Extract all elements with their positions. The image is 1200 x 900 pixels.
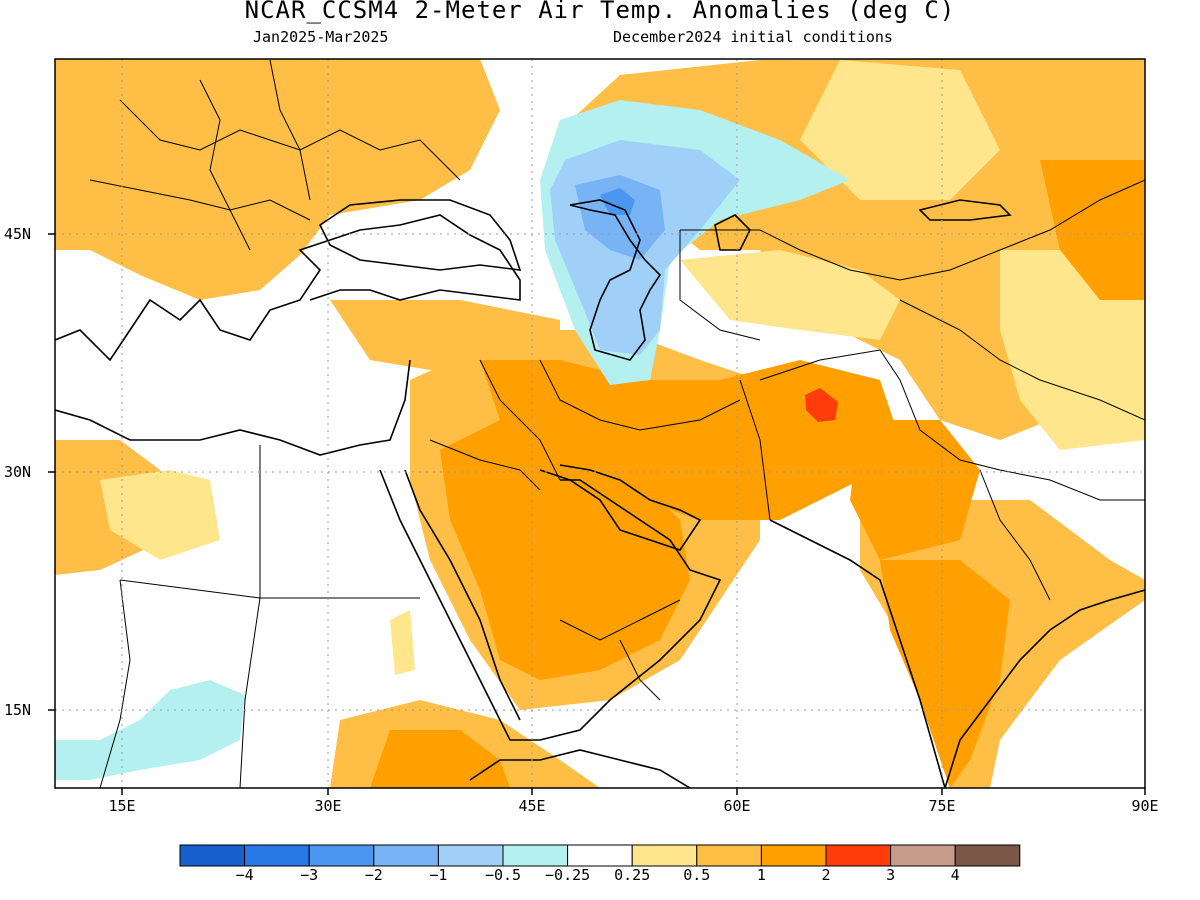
x-tick-label: 75E [928, 797, 956, 815]
colorbar-swatch [696, 844, 762, 867]
central-asia-mild-region [680, 250, 900, 340]
colorbar [179, 844, 1021, 867]
colorbar-swatch [437, 844, 504, 867]
colorbar-swatch [954, 844, 1021, 867]
north-africa-mild-region [100, 470, 220, 560]
colorbar-swatch [890, 844, 956, 867]
colorbar-label: 3 [886, 866, 896, 884]
east-africa-cold-region [55, 680, 245, 780]
colorbar-label: 4 [950, 866, 960, 884]
afghanistan-max-anomaly [805, 388, 838, 422]
y-tick-label: 15N [4, 701, 32, 719]
y-tick-label: 45N [4, 225, 32, 243]
caspian-cold-region-core [575, 175, 665, 260]
ethiopia-hot-region [370, 730, 510, 788]
colorbar-label: −0.5 [484, 866, 522, 884]
colorbar-swatch [179, 844, 246, 867]
x-tick-label: 45E [518, 797, 546, 815]
axis-ticks [48, 233, 1146, 795]
colorbar-swatch [825, 844, 892, 867]
india-hot-region [880, 560, 1010, 788]
horn-mild-region [390, 610, 415, 675]
colorbar-label: −2 [364, 866, 383, 884]
colorbar-swatch [244, 844, 310, 867]
x-tick-label: 15E [108, 797, 136, 815]
colorbar-label: −3 [300, 866, 319, 884]
colorbar-swatch [567, 844, 633, 867]
colorbar-label: 1 [756, 866, 766, 884]
colorbar-swatch [308, 844, 375, 867]
pakistan-hot-region [850, 420, 980, 560]
colorbar-label: −1 [429, 866, 448, 884]
x-tick-label: 90E [1131, 797, 1159, 815]
siberia-mild-region [800, 60, 1000, 200]
iran-hot-region [480, 360, 900, 520]
coastlines [55, 199, 1145, 788]
colorbar-label: −0.25 [545, 866, 591, 884]
colorbar-label: 0.5 [683, 866, 711, 884]
central-asia-hot-region [1040, 160, 1145, 300]
colorbar-label: −4 [235, 866, 254, 884]
x-tick-label: 60E [723, 797, 751, 815]
x-tick-label: 30E [314, 797, 342, 815]
forecast-period: Jan2025-Mar2025 [253, 28, 389, 46]
initial-conditions: December2024 initial conditions [613, 28, 893, 46]
colorbar-swatch [631, 844, 698, 867]
colorbar-swatch [760, 844, 827, 867]
map-frame [54, 58, 1146, 789]
colorbar-swatch [373, 844, 439, 867]
europe-warm-region [55, 59, 500, 300]
country-borders [89, 59, 1145, 788]
colorbar-swatch [502, 844, 569, 867]
anomaly-fields [55, 59, 1145, 788]
colorbar-label: 0.25 [614, 866, 651, 884]
graticule [55, 59, 1145, 788]
y-tick-label: 30N [4, 463, 32, 481]
colorbar-label: 2 [821, 866, 831, 884]
caspian-cold-region-strong [600, 188, 635, 215]
map-title: NCAR_CCSM4 2-Meter Air Temp. Anomalies (… [244, 0, 956, 24]
